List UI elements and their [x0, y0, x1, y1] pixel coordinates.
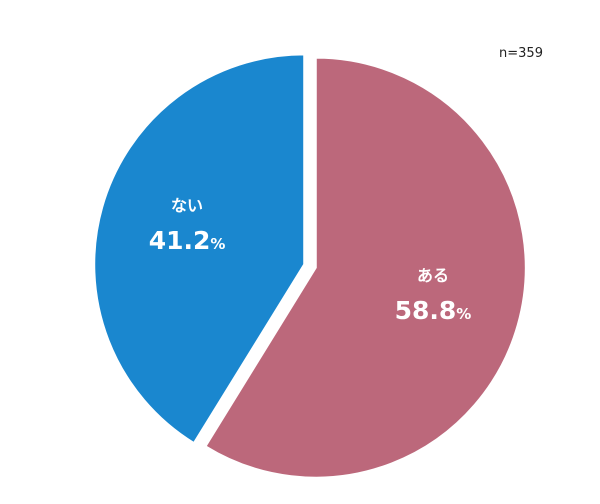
slice-value-0: 58.8% [395, 296, 472, 325]
pie-slices [93, 53, 527, 479]
slice-label-1: ない [171, 196, 203, 215]
pie-slice-1 [93, 53, 306, 445]
pie-slice-0 [204, 56, 527, 479]
slice-value-1: 41.2% [149, 226, 226, 255]
sample-size-note: n=359 [499, 46, 543, 61]
slice-label-0: ある [417, 266, 449, 285]
slice-labels: ある 58.8% ない 41.2% [149, 196, 472, 325]
